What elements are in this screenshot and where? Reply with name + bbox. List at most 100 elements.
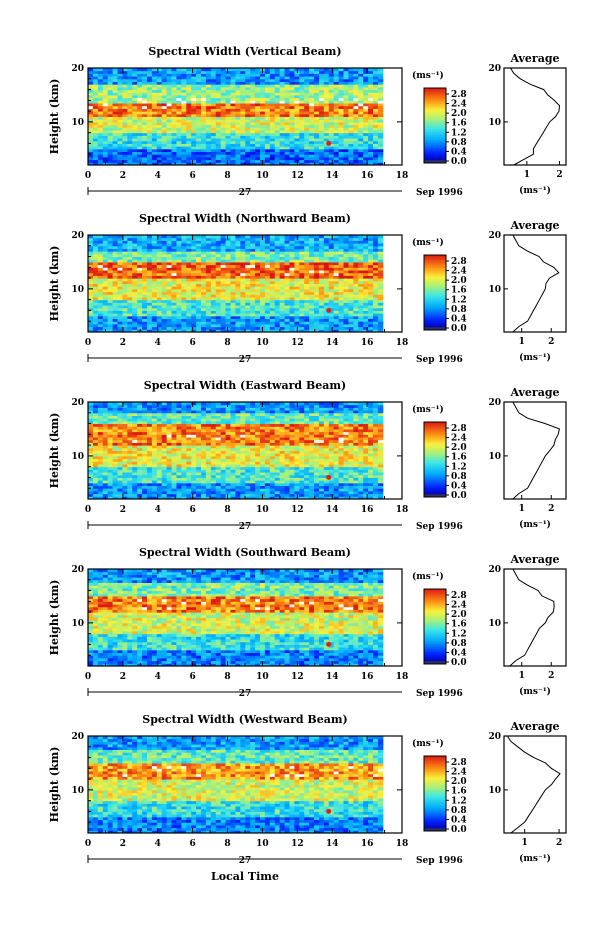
heatmap-cell [363, 116, 369, 120]
heatmap-cell [97, 154, 104, 158]
heatmap-cell [240, 124, 246, 128]
heatmap-cell [142, 148, 148, 153]
heatmap-cell [259, 259, 266, 263]
heatmap-cell [274, 296, 281, 301]
heatmap-cell [245, 116, 251, 120]
heatmap-cell [205, 68, 212, 72]
heatmap-cell [191, 121, 197, 126]
heatmap-cell [215, 78, 222, 82]
heatmap-cell [274, 70, 281, 74]
heatmap-cell [230, 105, 236, 109]
heatmap-cell [377, 124, 384, 128]
heatmap-cell [259, 94, 266, 99]
heatmap-cell [92, 310, 99, 314]
heatmap-cell [215, 307, 222, 311]
heatmap-cell [309, 148, 315, 153]
heatmap-cell [323, 78, 330, 82]
heatmap-cell [269, 272, 276, 276]
heatmap-cell [176, 261, 182, 266]
heatmap-cell [205, 119, 212, 123]
colorbar-swatch [424, 134, 446, 137]
heatmap-cell [142, 299, 148, 303]
heatmap-cell [230, 288, 236, 293]
heatmap-cell [107, 105, 114, 109]
heatmap-cell [92, 140, 99, 144]
heatmap-cell [225, 267, 231, 271]
heatmap-cell [318, 299, 325, 303]
heatmap-cell [205, 318, 212, 322]
heatmap-cell [201, 151, 207, 155]
heatmap-cell [186, 294, 192, 298]
heatmap-cell [181, 89, 187, 93]
heatmap-cell [235, 302, 241, 306]
heatmap-cell [112, 315, 118, 320]
heatmap-cell [259, 270, 266, 274]
heatmap-cell [279, 162, 286, 166]
heatmap-cell [102, 70, 109, 74]
heatmap-cell [299, 121, 305, 126]
heatmap-cell [309, 140, 315, 144]
heatmap-cell [338, 97, 344, 101]
heatmap-cell [215, 135, 222, 139]
heatmap-cell [117, 97, 123, 101]
heatmap-cell [318, 138, 325, 142]
heatmap-cell [240, 264, 246, 268]
heatmap-cell [353, 261, 359, 266]
heatmap-cell [235, 148, 241, 153]
heatmap-cell [245, 315, 251, 320]
heatmap-cell [142, 81, 148, 85]
heatmap-cell [259, 261, 266, 266]
heatmap-cell [146, 278, 153, 282]
heatmap-cell [235, 264, 241, 268]
heatmap-cell [255, 94, 261, 99]
heatmap-cell [205, 323, 212, 328]
heatmap-cell [146, 302, 153, 306]
heatmap-cell [210, 94, 217, 99]
heatmap-cell [328, 315, 335, 320]
heatmap-cell [348, 81, 354, 85]
x-tick-label: 6 [190, 171, 196, 181]
heatmap-cell [235, 113, 241, 117]
heatmap-cell [92, 261, 99, 266]
heatmap-cell [294, 84, 300, 88]
heatmap-cell [255, 305, 261, 309]
heatmap-cell [220, 275, 227, 279]
heatmap-cell [333, 280, 340, 284]
heatmap-cell [333, 305, 340, 309]
heatmap-cell [250, 105, 256, 109]
heatmap-cell [299, 68, 305, 72]
heatmap-cell [132, 116, 138, 120]
heatmap-cell [181, 270, 187, 274]
heatmap-cell [255, 288, 261, 293]
heatmap-cell [225, 94, 231, 99]
heatmap-cell [284, 103, 290, 107]
heatmap-cell [161, 286, 168, 290]
heatmap-cell [240, 283, 246, 287]
heatmap-cell [92, 156, 99, 161]
heatmap-cell [151, 151, 158, 155]
heatmap-cell [299, 119, 305, 123]
heatmap-cell [314, 68, 320, 72]
heatmap-cell [201, 264, 207, 268]
heatmap-cell [112, 283, 118, 287]
heatmap-cell [220, 108, 227, 112]
heatmap-cell [363, 329, 369, 333]
heatmap-cell [333, 286, 340, 290]
heatmap-cell [363, 278, 369, 282]
heatmap-cell [156, 132, 163, 136]
heatmap-cell [112, 272, 118, 276]
heatmap-cell [363, 86, 369, 91]
heatmap-cell [299, 275, 305, 279]
heatmap-cell [161, 278, 168, 282]
heatmap-cell [102, 313, 109, 317]
heatmap-cell [196, 135, 202, 139]
heatmap-cell [196, 296, 202, 301]
heatmap-cell [127, 159, 133, 163]
heatmap-cell [289, 121, 295, 126]
heatmap-cell [294, 288, 300, 293]
heatmap-cell [156, 154, 163, 158]
heatmap-cell [97, 148, 104, 153]
heatmap-cell [161, 119, 168, 123]
heatmap-cell [230, 302, 236, 306]
heatmap-cell [245, 143, 251, 147]
